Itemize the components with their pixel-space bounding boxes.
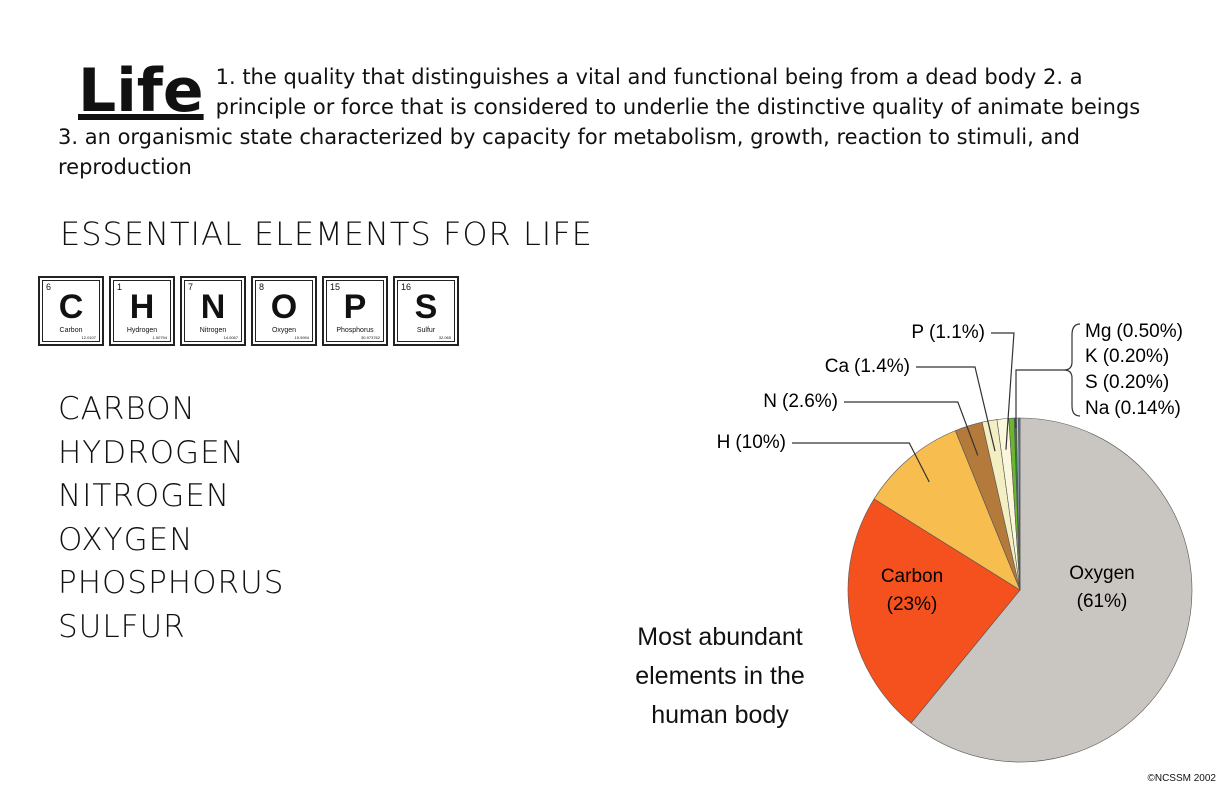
- subtitle: ESSENTIAL ELEMENTS FOR LIFE: [60, 215, 593, 253]
- element-symbol: S: [414, 288, 438, 326]
- slice-value-label: (0.20%): [1103, 346, 1170, 367]
- leader-line: [844, 401, 979, 456]
- element-symbol: H: [129, 288, 155, 326]
- slice-label: Oxygen: [1069, 563, 1134, 584]
- atomic-mass: 1.00794: [152, 335, 167, 340]
- element-name: SULFUR: [58, 608, 186, 645]
- element-name: NITROGEN: [58, 478, 231, 514]
- brace: [1063, 323, 1081, 417]
- atomic-number: 6: [46, 282, 52, 292]
- slice-value-label: (23%): [887, 594, 938, 615]
- element-tile: 15 P Phosphorus 30.973762: [322, 276, 388, 346]
- element-name: PHOSPHORUS: [58, 565, 285, 601]
- slice-value-label: (10%): [735, 432, 786, 453]
- element-name: CARBON: [58, 391, 196, 427]
- element-tile: 16 S Sulfur 32.065: [393, 276, 459, 346]
- pie-slice: [873, 430, 1021, 591]
- element-symbol: N: [200, 288, 226, 326]
- leader-line: [1015, 369, 1064, 428]
- element-list: CARBON HYDROGEN NITROGEN OXYGEN PHOSPHORUS SU…: [58, 388, 284, 649]
- element-symbol: P: [343, 288, 367, 326]
- atomic-number: 7: [188, 282, 194, 292]
- slice-value-label: (0.50%): [1116, 321, 1183, 342]
- element-name: Nitrogen: [199, 327, 227, 334]
- slice-value-label: (1.4%): [854, 356, 910, 377]
- slice-label: Mg: [1085, 321, 1111, 342]
- leader-line: [991, 332, 1015, 450]
- element-name: Sulfur: [416, 327, 436, 334]
- slice-label: P: [911, 322, 924, 343]
- element-name: HYDROGEN: [58, 434, 245, 471]
- slice-value-label: (61%): [1077, 591, 1128, 612]
- credit: ©NCSSM 2002: [1147, 773, 1216, 784]
- title-word: Life: [78, 56, 204, 126]
- definition-block: Life 1. the quality that distinguishes a…: [58, 56, 1158, 182]
- slice-label: S: [1085, 372, 1098, 393]
- element-name: Carbon: [59, 327, 83, 334]
- pie-slice: [847, 498, 1021, 724]
- element-symbol: O: [270, 288, 298, 326]
- slice-label: Carbon: [881, 566, 943, 587]
- slice-label: Na: [1085, 398, 1110, 419]
- slice-value-label: (0.14%): [1114, 398, 1181, 419]
- element-tile: 6 C Carbon 12.0107: [38, 276, 104, 346]
- slice-label: N: [763, 391, 777, 412]
- pie-slice: [910, 417, 1193, 763]
- slice-value-label: (0.20%): [1103, 372, 1170, 393]
- element-symbol: C: [58, 288, 84, 326]
- atomic-number: 16: [401, 282, 412, 292]
- atomic-mass: 32.065: [438, 335, 451, 340]
- definition: 1. the quality that distinguishes a vita…: [58, 65, 1141, 179]
- atomic-number: 8: [259, 282, 265, 292]
- atomic-number: 15: [330, 282, 341, 292]
- element-name: Oxygen: [271, 327, 297, 334]
- pie-slice: [1018, 417, 1021, 591]
- atomic-mass: 14.0067: [223, 335, 238, 340]
- atomic-number: 1: [117, 282, 123, 292]
- element-tile: 8 O Oxygen 15.9994: [251, 276, 317, 346]
- element-tiles: 6 C Carbon 12.0107 1 H Hydrogen 1.00794 7 N Nitrog…: [38, 276, 459, 346]
- atomic-mass: 12.0107: [81, 335, 96, 340]
- slice-value-label: (2.6%): [782, 391, 838, 412]
- element-tile: 1 H Hydrogen 1.00794: [109, 276, 175, 346]
- slice-label: Ca: [825, 356, 850, 377]
- chart-title: Most abundant elements in the human body: [635, 623, 805, 729]
- leader-line: [792, 442, 930, 483]
- slice-label: K: [1085, 346, 1098, 367]
- slice-label: H: [717, 432, 731, 453]
- atomic-mass: 30.973762: [361, 335, 380, 340]
- slice-value-label: (1.1%): [929, 322, 985, 343]
- atomic-mass: 15.9994: [294, 335, 309, 340]
- element-name: Phosphorus: [336, 327, 374, 334]
- element-tile: 7 N Nitrogen 14.0067: [180, 276, 246, 346]
- element-name: OXYGEN: [58, 521, 194, 558]
- leader-line: [916, 366, 996, 452]
- element-name: Hydrogen: [126, 327, 158, 334]
